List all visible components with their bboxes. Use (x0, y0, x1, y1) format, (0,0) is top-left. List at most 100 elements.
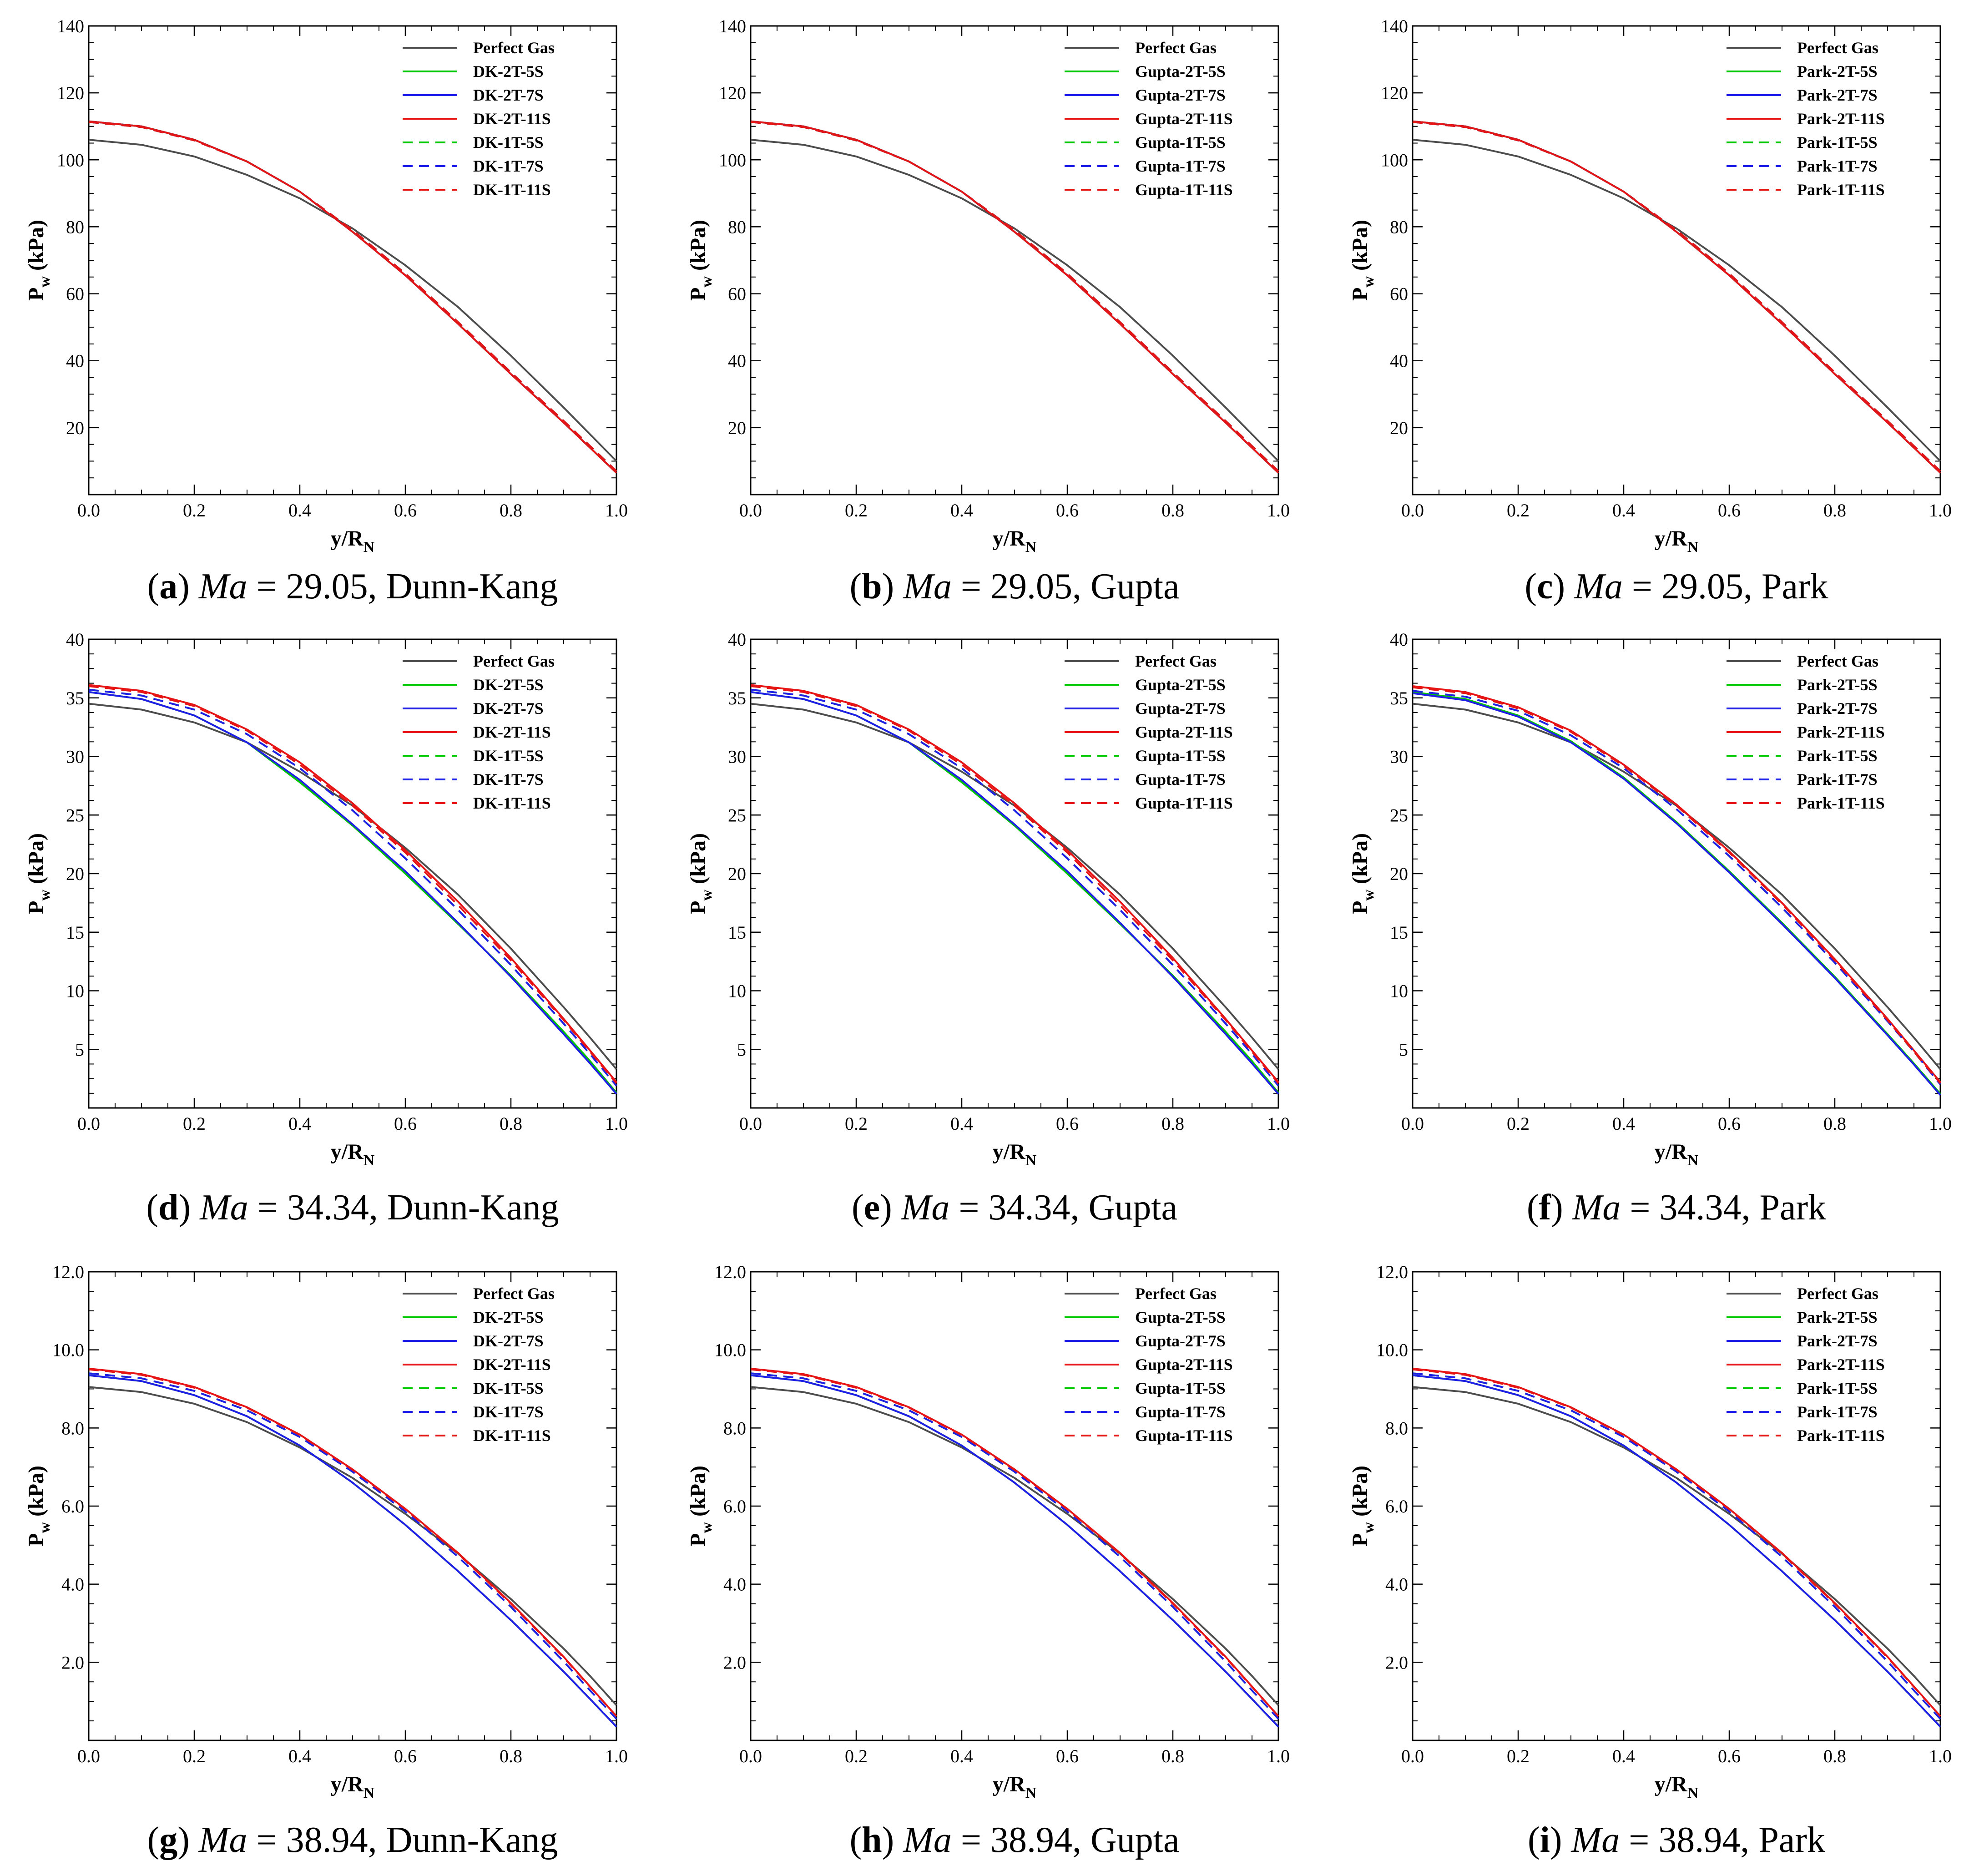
y-axis-title-main: P (686, 1533, 710, 1547)
x-tick-label: 0.6 (394, 500, 417, 521)
x-axis-title-main: y/R (993, 526, 1026, 551)
caption-paren: ( (147, 566, 160, 607)
x-tick-label: 0.4 (288, 1113, 311, 1134)
x-tick-label: 0.8 (1823, 1113, 1846, 1134)
y-tick-label: 30 (66, 747, 84, 767)
caption-letter: c (1537, 566, 1553, 607)
y-tick-label: 60 (728, 284, 746, 304)
y-axis-title: Pw (kPa) (1348, 220, 1377, 301)
x-tick-label: 0.8 (1161, 1113, 1184, 1134)
legend-label: DK-2T-7S (473, 1332, 544, 1350)
caption-paren: ) (882, 566, 904, 607)
y-tick-label: 12.0 (52, 1262, 84, 1282)
caption-model: Dunn-Kang (386, 566, 558, 607)
caption-letter: e (864, 1188, 880, 1228)
y-tick-label: 20 (66, 418, 84, 438)
series-line (1412, 1368, 1941, 1717)
y-tick-label: 6.0 (723, 1496, 746, 1517)
x-tick-label: 0.2 (845, 500, 868, 521)
legend-label: Gupta-2T-11S (1135, 1355, 1233, 1374)
legend-label: Perfect Gas (1135, 1284, 1217, 1303)
x-tick-label: 0.8 (500, 500, 522, 521)
legend-label: Park-2T-11S (1797, 1355, 1885, 1374)
legend-label: Gupta-1T-5S (1135, 133, 1226, 152)
chart-panel-e: 0.0 0.2 0.4 0.6 0.8 1.0 5 10 15 20 25 30 35 40 y/RN Pw … (686, 629, 1290, 1228)
y-tick-label: 20 (1390, 418, 1408, 438)
x-tick-label: 0.0 (77, 500, 100, 521)
y-axis-title-main: P (1348, 901, 1372, 914)
y-axis-title-unit: (kPa) (686, 1466, 710, 1522)
legend-label: DK-1T-7S (473, 157, 544, 175)
series-line (750, 1374, 1279, 1728)
x-tick-label: 0.4 (950, 1113, 973, 1134)
y-axis-title: Pw (kPa) (1348, 1466, 1377, 1547)
panel-caption: (e) Ma = 34.34, Gupta (852, 1188, 1177, 1228)
y-tick-label: 2.0 (723, 1652, 746, 1673)
x-tick-label: 0.6 (1056, 1746, 1079, 1766)
legend-label: Park-2T-5S (1797, 676, 1878, 694)
legend-label: DK-2T-5S (473, 676, 544, 694)
x-tick-label: 0.2 (845, 1746, 868, 1766)
y-axis-title: Pw (kPa) (686, 220, 715, 301)
caption-paren: ) (177, 1820, 199, 1860)
y-axis-title-sub: w (36, 276, 53, 288)
caption-model: Gupta (1091, 566, 1180, 607)
caption-mach-symbol: Ma (901, 1188, 950, 1228)
caption-paren: ( (1527, 1188, 1539, 1228)
series-line (750, 1386, 1279, 1706)
y-tick-label: 2.0 (1385, 1652, 1408, 1673)
x-tick-label: 1.0 (1929, 1113, 1952, 1134)
series-line (1412, 1374, 1941, 1728)
y-axis-title-unit: (kPa) (1348, 220, 1372, 276)
chart-panel-g: 0.0 0.2 0.4 0.6 0.8 1.0 2.0 4.0 6.0 8.0 10.0 12.0 y/… (24, 1262, 628, 1860)
caption-model: Dunn-Kang (386, 1820, 558, 1860)
legend-label: DK-1T-5S (473, 133, 544, 152)
x-tick-label: 0.6 (1056, 1113, 1079, 1134)
panel-caption: (d) Ma = 34.34, Dunn-Kang (146, 1188, 559, 1228)
x-axis-title-main: y/R (1655, 1140, 1688, 1164)
y-tick-label: 10 (66, 981, 84, 1001)
series-line (88, 1374, 617, 1728)
series-line (88, 684, 617, 1083)
x-axis-title: y/RN (331, 1772, 375, 1801)
panel-caption: (g) Ma = 38.94, Dunn-Kang (147, 1820, 558, 1860)
legend-label: Park-1T-11S (1797, 181, 1885, 199)
x-tick-label: 0.4 (288, 500, 311, 521)
legend-label: Park-2T-7S (1797, 1332, 1878, 1350)
legend-label: Perfect Gas (473, 1284, 555, 1303)
series-line (750, 684, 1279, 1083)
legend-label: DK-2T-11S (473, 1355, 551, 1374)
y-tick-label: 20 (66, 864, 84, 884)
caption-paren: ( (1528, 1820, 1540, 1860)
chart-panel-f: 0.0 0.2 0.4 0.6 0.8 1.0 5 10 15 20 25 30 35 40 y/RN Pw … (1348, 629, 1952, 1228)
x-axis-title-sub: N (364, 1785, 375, 1801)
legend-label: DK-2T-5S (473, 1308, 544, 1326)
y-axis-title: Pw (kPa) (1348, 833, 1377, 914)
x-tick-label: 0.2 (183, 1746, 206, 1766)
y-tick-label: 60 (1390, 284, 1408, 304)
legend-label: DK-1T-7S (473, 1403, 544, 1421)
y-axis-title-sub: w (1360, 276, 1377, 288)
x-tick-label: 0.0 (739, 1113, 762, 1134)
legend-label: Park-1T-11S (1797, 794, 1885, 812)
y-axis-title-unit: (kPa) (24, 833, 48, 890)
series-line (1412, 139, 1941, 462)
caption-paren: ( (147, 1820, 160, 1860)
x-tick-label: 0.2 (183, 1113, 206, 1134)
y-axis-title: Pw (kPa) (24, 220, 53, 301)
legend-label: Park-1T-7S (1797, 770, 1878, 789)
caption-paren: ) (882, 1820, 904, 1860)
legend-label: Gupta-2T-5S (1135, 676, 1226, 694)
series-line (88, 688, 617, 1087)
panel-caption: (c) Ma = 29.05, Park (1525, 566, 1828, 607)
x-tick-label: 0.0 (739, 500, 762, 521)
y-axis-title-main: P (24, 901, 48, 914)
y-tick-label: 80 (66, 217, 84, 237)
legend-label: Gupta-2T-7S (1135, 86, 1226, 104)
panel-caption: (a) Ma = 29.05, Dunn-Kang (147, 566, 558, 607)
y-axis-title-sub: w (36, 1522, 53, 1533)
y-tick-label: 10.0 (714, 1340, 746, 1360)
y-tick-label: 30 (1390, 747, 1408, 767)
caption-paren: ( (849, 566, 862, 607)
y-axis-title: Pw (kPa) (686, 833, 715, 914)
